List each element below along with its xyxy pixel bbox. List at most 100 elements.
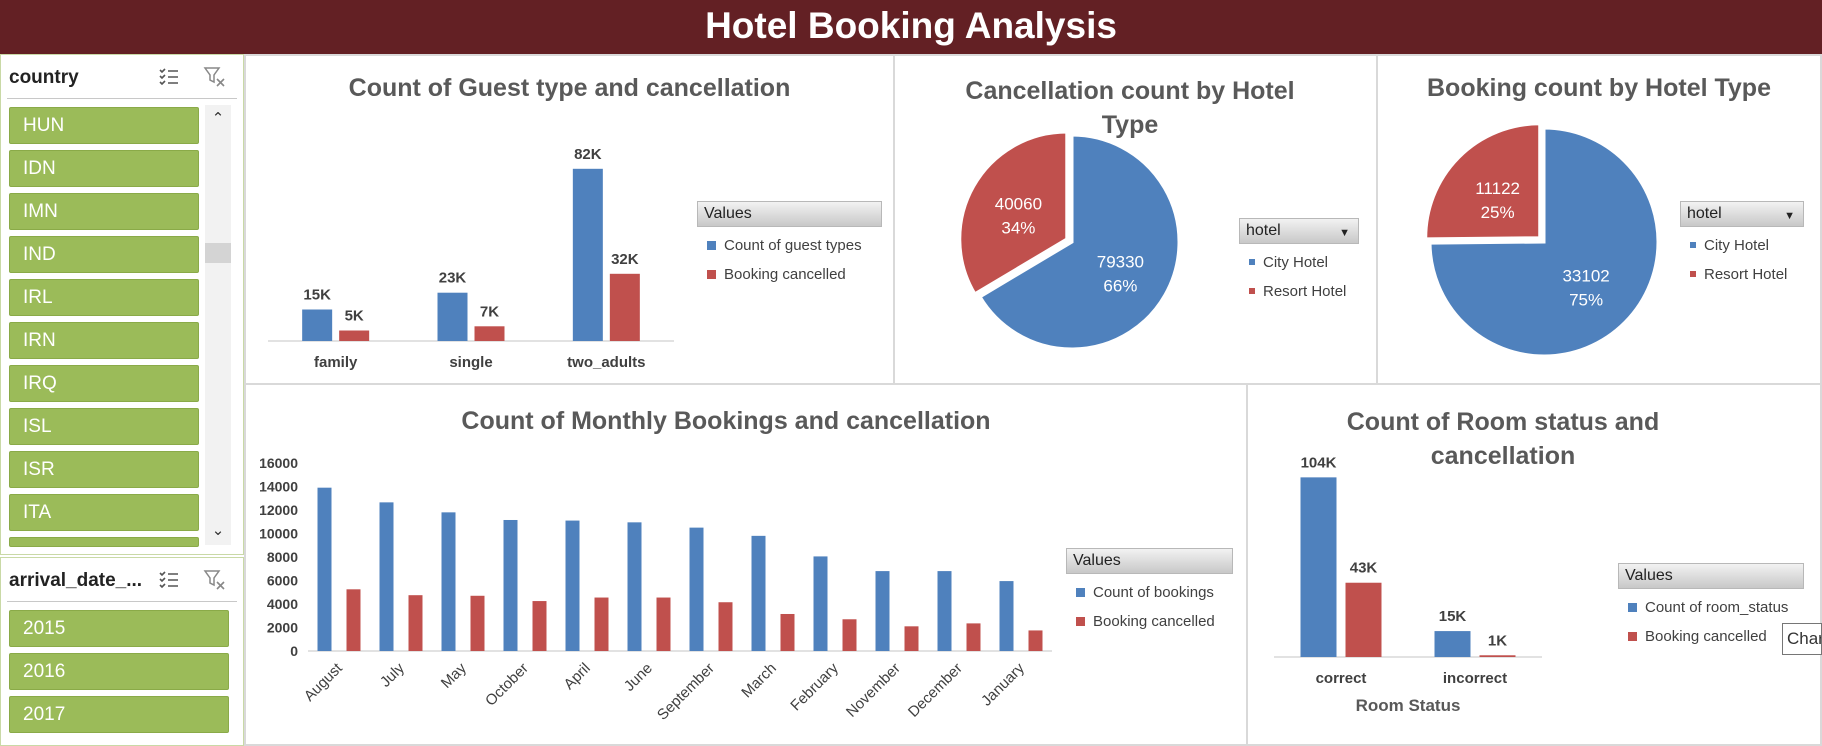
data-label: 104K <box>1301 454 1337 471</box>
slice-percent-label: 34% <box>1001 219 1035 238</box>
x-tick-label: correct <box>1316 670 1367 687</box>
legend-swatch <box>1249 288 1255 295</box>
slicer-scrollbar[interactable]: ⌃ ⌄ <box>205 105 231 545</box>
guest-type-chart-panel[interactable]: Count of Guest type and cancellation 15K… <box>244 54 895 385</box>
monthly-bookings-chart-panel[interactable]: Count of Monthly Bookings and cancellati… <box>244 383 1248 746</box>
slicer-item[interactable]: IRN <box>9 322 199 359</box>
bar-cancelled <box>609 273 640 341</box>
clear-filter-icon[interactable] <box>203 568 227 592</box>
chart-title: Count of Room status and cancellation <box>1346 408 1660 470</box>
dropdown-arrow-icon[interactable]: ▼ <box>1339 227 1350 239</box>
slicer-item[interactable]: IDN <box>9 150 199 187</box>
data-label: 1K <box>1488 632 1507 649</box>
chart-title: Booking count by Hotel Type <box>1427 74 1771 102</box>
legend-label: Resort Hotel <box>1704 266 1788 283</box>
legend-title: hotel ▼ <box>1680 201 1804 227</box>
slicer-item[interactable]: ITA <box>9 494 199 531</box>
chart-legend[interactable]: Values Count of guest types Booking canc… <box>697 201 882 285</box>
slicer-item[interactable]: IND <box>9 236 199 273</box>
legend-label: Count of bookings <box>1093 584 1214 601</box>
legend-label: Resort Hotel <box>1263 283 1347 300</box>
bar-primary <box>875 571 890 651</box>
bar-cancelled <box>1345 582 1382 657</box>
bar-primary <box>302 309 333 341</box>
slicer-item[interactable]: IRL <box>9 279 199 316</box>
slicer-item[interactable]: IMN <box>9 193 199 230</box>
chart-legend[interactable]: hotel ▼ City Hotel Resort Hotel <box>1680 201 1804 285</box>
bar-primary <box>565 520 580 651</box>
legend-item: City Hotel <box>1239 253 1359 273</box>
bar-primary <box>813 556 828 651</box>
slicer-item-partial[interactable] <box>9 537 199 547</box>
x-tick-label: March <box>738 660 779 701</box>
y-tick-label: 6000 <box>267 573 298 589</box>
room-status-chart-panel[interactable]: Count of Room status and cancellation 10… <box>1246 383 1822 746</box>
data-label: 15K <box>303 287 331 304</box>
bar-cancelled <box>904 626 919 651</box>
bar-primary <box>437 292 468 341</box>
x-tick-label: family <box>314 354 358 371</box>
multi-select-icon[interactable] <box>157 568 181 592</box>
data-label: 7K <box>480 303 499 320</box>
x-axis-label: Room Status <box>1356 696 1461 715</box>
multi-select-icon[interactable] <box>157 65 181 89</box>
bar-primary <box>627 522 642 651</box>
bar-cancelled <box>1028 630 1043 651</box>
y-tick-label: 16000 <box>259 455 298 471</box>
chart-legend[interactable]: hotel ▼ City Hotel Resort Hotel <box>1239 218 1359 302</box>
bar-primary <box>441 512 456 651</box>
slicer-item[interactable]: ISL <box>9 408 199 445</box>
bar-cancelled <box>346 589 361 651</box>
legend-title-text: hotel <box>1246 222 1281 239</box>
dropdown-arrow-icon[interactable]: ▼ <box>1784 210 1795 222</box>
bar-primary <box>1300 477 1337 657</box>
country-item-list: HUN IDN IMN IND IRL IRN IRQ ISL ISR ITA <box>9 107 199 553</box>
data-label: 15K <box>1439 608 1467 625</box>
clear-filter-icon[interactable] <box>203 65 227 89</box>
x-tick-label: October <box>482 660 532 710</box>
y-tick-label: 10000 <box>259 526 298 542</box>
slicer-item[interactable]: HUN <box>9 107 199 144</box>
booking-pie-panel[interactable]: Booking count by Hotel Type 33102 75% 1112… <box>1376 54 1822 385</box>
legend-item: Booking cancelled <box>1066 612 1233 632</box>
slicer-item[interactable]: 2016 <box>9 653 229 690</box>
arrival-year-slicer: arrival_date_... 2015 2016 2017 <box>0 557 244 746</box>
legend-swatch <box>1249 259 1255 266</box>
legend-label: Booking cancelled <box>1093 613 1215 630</box>
guest-type-bar-chart: 15K 5K family 23K 7K single 82K 32K two_adults <box>268 146 674 371</box>
slicer-item[interactable]: ISR <box>9 451 199 488</box>
cancellation-pie-panel[interactable]: Cancellation count by Hotel Type 79330 66… <box>893 54 1378 385</box>
legend-label: City Hotel <box>1263 254 1329 271</box>
y-tick-label: 2000 <box>267 620 298 636</box>
slicer-item[interactable]: 2015 <box>9 610 229 647</box>
legend-item: Booking cancelled <box>1618 627 1804 647</box>
scroll-up-icon[interactable]: ⌃ <box>211 110 225 127</box>
bar-cancelled <box>594 597 609 651</box>
chart-legend[interactable]: Values Count of bookings Booking cancell… <box>1066 548 1233 632</box>
dashboard-title: Hotel Booking Analysis <box>0 0 1822 54</box>
chart-legend[interactable]: Values Count of room_status Booking canc… <box>1618 563 1804 647</box>
bar-primary <box>379 502 394 651</box>
legend-label: Booking cancelled <box>1645 628 1767 645</box>
bar-cancelled <box>532 601 547 651</box>
bar-cancelled <box>780 613 795 651</box>
legend-item: Resort Hotel <box>1680 265 1804 285</box>
scroll-down-icon[interactable]: ⌄ <box>211 522 225 539</box>
bar-primary <box>503 519 518 651</box>
data-label: 43K <box>1350 560 1378 577</box>
y-tick-label: 8000 <box>267 549 298 565</box>
chart-tooltip: Char <box>1782 623 1822 655</box>
booking-pie-chart: 33102 75% 11122 25% <box>1424 122 1660 358</box>
scroll-thumb[interactable] <box>205 243 231 263</box>
slicer-item[interactable]: IRQ <box>9 365 199 402</box>
bar-primary <box>689 527 704 651</box>
y-tick-label: 14000 <box>259 479 298 495</box>
chart-title: Cancellation count by Hotel Type <box>965 77 1295 139</box>
slicer-item[interactable]: 2017 <box>9 696 229 733</box>
bar-primary <box>751 535 766 651</box>
data-label: 5K <box>345 308 364 325</box>
room-status-bar-chart: 104K 43K correct 15K 1K incorrect Room Status <box>1274 454 1542 715</box>
x-tick-label: January <box>978 659 1028 709</box>
legend-item: Resort Hotel <box>1239 282 1359 302</box>
monthly-bar-chart: 0 2000 4000 6000 8000 10000 12000 14000 16000 Aug… <box>259 455 1052 724</box>
